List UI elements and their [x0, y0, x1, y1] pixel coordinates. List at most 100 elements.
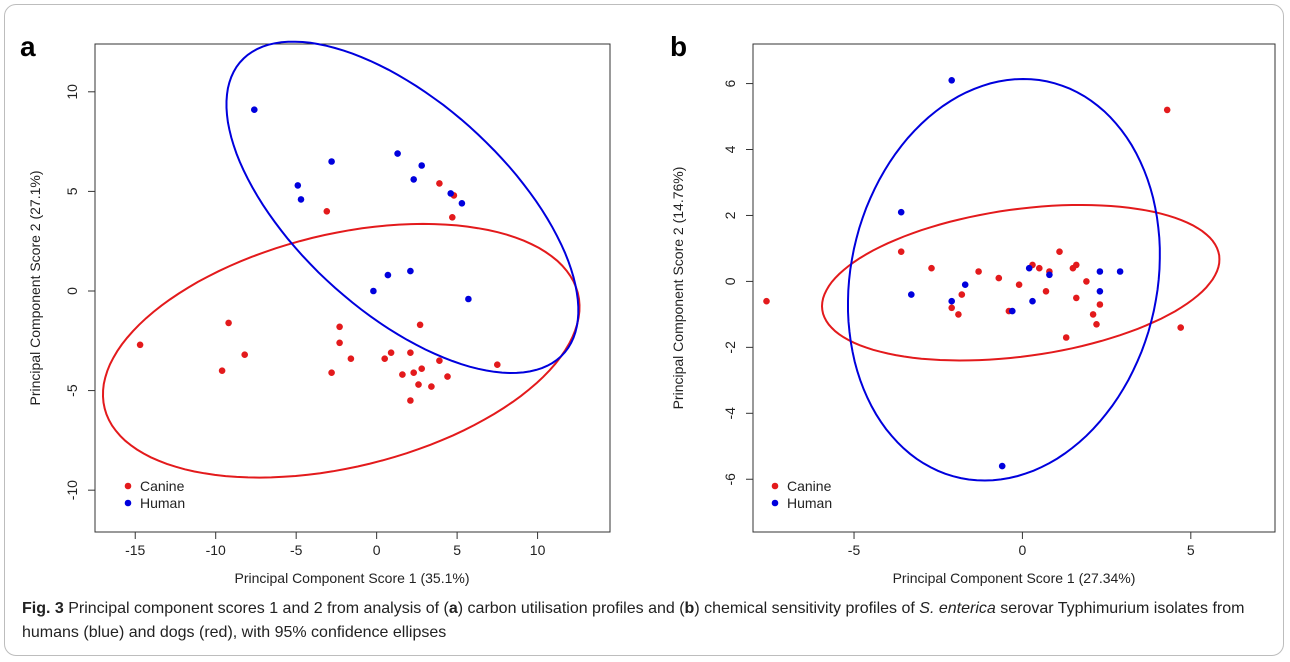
data-point-canine	[1163, 106, 1171, 114]
legend-human-marker	[771, 499, 779, 507]
data-point-human	[1009, 307, 1016, 315]
panel-b-ellipses	[820, 77, 1221, 482]
data-point-canine	[347, 355, 355, 363]
data-point-human	[1029, 297, 1036, 305]
data-point-canine	[407, 349, 414, 357]
caption-ref-a: a	[448, 600, 458, 617]
caption-text: Principal component scores 1 and 2 from …	[63, 600, 449, 617]
data-point-human	[1096, 288, 1104, 295]
data-point-human	[384, 271, 392, 279]
panel-b-letter: b	[670, 31, 687, 62]
y-tick-label: -6	[722, 473, 738, 486]
data-point-canine	[336, 323, 343, 331]
data-point-canine	[955, 311, 962, 318]
y-tick-label: -10	[64, 480, 80, 500]
data-point-canine	[1042, 288, 1050, 295]
y-tick-label: -2	[722, 341, 738, 354]
data-point-human	[297, 196, 305, 203]
data-point-canine	[1073, 261, 1080, 269]
panel-a-x-label: Principal Component Score 1 (35.1%)	[234, 570, 469, 586]
y-tick-label: 4	[722, 145, 738, 153]
confidence-ellipse-canine	[820, 204, 1221, 362]
data-point-human	[407, 267, 414, 275]
y-tick-label: -4	[722, 407, 738, 420]
panel-b-y-axis: -6 -4 -2 0 2 4 6	[722, 79, 753, 485]
panel-b-points	[763, 77, 1184, 470]
confidence-ellipse-canine	[101, 222, 581, 479]
data-point-canine	[218, 367, 226, 375]
data-point-human	[961, 281, 969, 289]
x-tick-label: -15	[125, 542, 145, 558]
x-tick-label: 10	[530, 542, 546, 558]
caption-text: ) carbon utilisation profiles and (	[457, 600, 685, 617]
data-point-canine	[1062, 334, 1070, 341]
data-point-human	[394, 150, 401, 157]
data-point-canine	[958, 291, 966, 298]
data-point-canine	[948, 304, 955, 312]
panel-a-ellipses	[101, 40, 581, 479]
data-point-human	[948, 77, 955, 84]
data-point-human	[897, 208, 905, 216]
caption-text: ) chemical sensitivity profiles of	[694, 600, 920, 617]
panel-a-y-label: Principal Component Score 2 (27.1%)	[27, 170, 43, 405]
data-point-canine	[336, 339, 343, 347]
x-tick-label: 5	[453, 542, 461, 558]
x-tick-label: 0	[1019, 542, 1027, 558]
panel-a-y-axis: -10 -5 0 5 10	[64, 84, 95, 500]
data-point-canine	[136, 341, 144, 349]
data-point-canine	[1089, 311, 1097, 318]
data-point-canine	[995, 274, 1003, 282]
data-point-canine	[449, 214, 456, 221]
confidence-ellipse-human	[225, 40, 580, 375]
x-tick-label: 0	[373, 542, 381, 558]
data-point-canine	[1083, 278, 1090, 285]
data-point-canine	[225, 319, 232, 327]
data-point-human	[948, 297, 955, 305]
x-tick-label: -5	[290, 542, 303, 558]
data-point-human	[294, 182, 302, 189]
data-point-human	[908, 291, 915, 298]
panel-a-points	[136, 106, 501, 404]
x-tick-label: 5	[1187, 542, 1195, 558]
panel-b: b -5 0 5 -6 -4 -2 0 2 4 6 Principal Component Sc…	[670, 31, 1276, 586]
x-tick-label: -5	[848, 542, 861, 558]
data-point-canine	[381, 355, 389, 363]
legend-human-label: Human	[787, 495, 832, 511]
data-point-canine	[1056, 248, 1063, 255]
data-point-human	[1046, 271, 1053, 279]
data-point-canine	[399, 371, 406, 378]
data-point-canine	[328, 369, 335, 377]
data-point-canine	[897, 248, 905, 255]
data-point-human	[370, 287, 377, 295]
caption-species: S. enterica	[919, 600, 996, 617]
data-point-canine	[436, 180, 443, 187]
data-point-canine	[928, 264, 935, 272]
data-point-human	[1096, 268, 1104, 275]
data-point-human	[251, 106, 258, 113]
data-point-canine	[1015, 281, 1023, 289]
data-point-canine	[387, 349, 395, 357]
data-point-canine	[416, 321, 424, 329]
data-point-canine	[407, 397, 414, 404]
data-point-canine	[428, 383, 435, 390]
data-point-human	[458, 200, 466, 207]
data-point-human	[410, 176, 418, 183]
y-tick-label: 2	[722, 211, 738, 219]
legend-canine-label: Canine	[787, 478, 832, 494]
data-point-human	[418, 162, 426, 169]
data-point-canine	[415, 381, 422, 388]
y-tick-label: -5	[64, 384, 80, 397]
panel-a-x-axis: -15 -10 -5 0 5 10	[125, 532, 546, 558]
data-point-human	[465, 295, 472, 303]
data-point-canine	[418, 365, 426, 373]
data-point-canine	[494, 361, 501, 369]
y-tick-label: 10	[64, 84, 80, 100]
panel-a-legend: Canine Human	[124, 478, 185, 511]
data-point-canine	[1073, 294, 1080, 302]
panel-b-legend: Canine Human	[771, 478, 832, 511]
legend-canine-label: Canine	[140, 478, 185, 494]
y-tick-label: 5	[64, 187, 80, 195]
data-point-canine	[1036, 264, 1043, 272]
data-point-canine	[1096, 301, 1104, 308]
data-point-canine	[444, 373, 451, 380]
